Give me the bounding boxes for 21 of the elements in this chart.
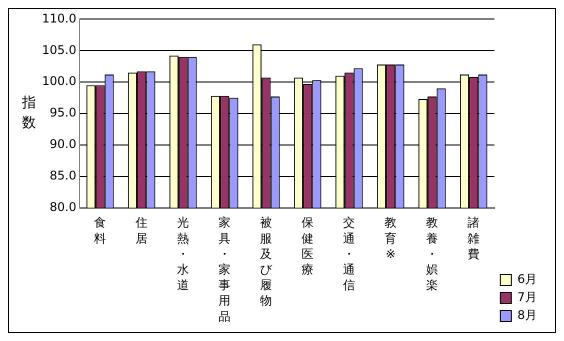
x-tick-label: 食料	[94, 216, 106, 246]
x-tick-label: 諸雑費	[468, 216, 480, 261]
y-tick-label: 100.0	[42, 74, 76, 88]
y-tick-label: 90.0	[50, 137, 76, 152]
x-tick-label: 教育※	[384, 216, 397, 261]
x-tick-label: 被服及び履物	[260, 216, 274, 308]
y-tick-label: 85.0	[50, 168, 76, 182]
x-tick-label: 光熱・水道	[177, 216, 190, 292]
y-tick-label: 95.0	[50, 106, 76, 120]
y-tick-label: 105.0	[42, 42, 76, 57]
x-tick-label: 教養・娯楽	[426, 216, 438, 292]
y-tick-label: 80.0	[50, 200, 76, 214]
legend-label: 6月	[517, 272, 538, 286]
x-tick-label: 交通・通信	[343, 216, 356, 292]
y-axis-title: 指数	[21, 95, 36, 132]
x-tick-label: 保健医療	[302, 216, 314, 277]
legend-label: 8月	[517, 308, 538, 322]
x-tick-label: 住居	[134, 216, 148, 246]
x-tick-label: 家具・家事用品	[218, 216, 231, 324]
y-tick-label: 110.0	[42, 11, 76, 26]
legend-label: 7月	[517, 290, 538, 304]
